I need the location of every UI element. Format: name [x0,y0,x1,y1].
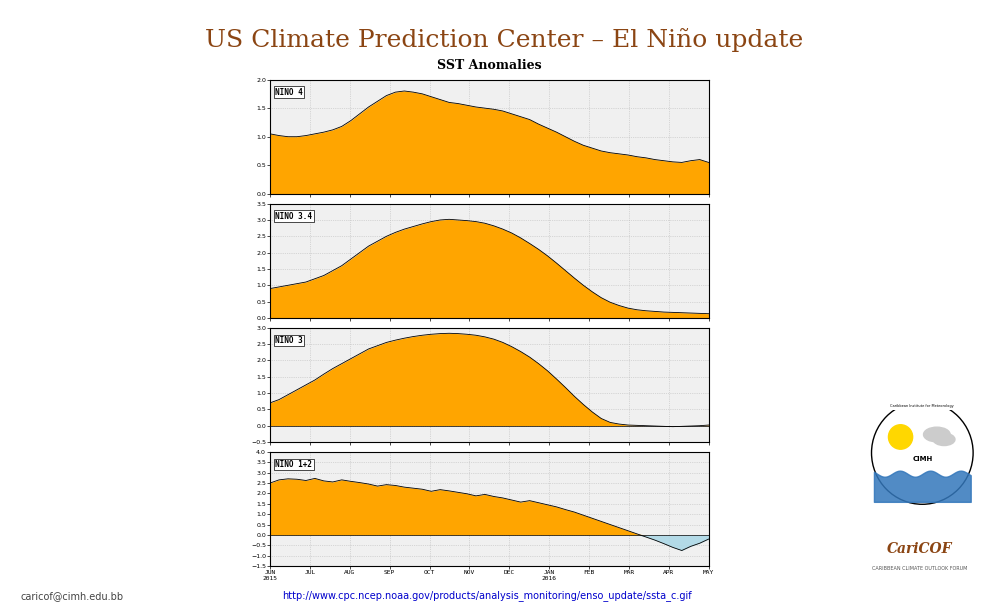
Text: NINO 3: NINO 3 [275,336,303,345]
Ellipse shape [923,427,951,442]
Circle shape [888,425,912,449]
Text: NINO 1+2: NINO 1+2 [275,460,312,469]
Text: caricof@cimh.edu.bb: caricof@cimh.edu.bb [20,591,123,601]
Text: NINO 4: NINO 4 [275,88,303,97]
Ellipse shape [933,433,955,446]
Text: NINO 3.4: NINO 3.4 [275,212,312,221]
Text: SST Anomalies: SST Anomalies [437,59,541,72]
Text: CIMH: CIMH [912,456,932,462]
Text: CariCOF: CariCOF [887,542,952,556]
Text: http://www.cpc.ncep.noaa.gov/products/analysis_monitoring/enso_update/ssta_c.gif: http://www.cpc.ncep.noaa.gov/products/an… [282,590,691,601]
Text: CARIBBEAN CLIMATE OUTLOOK FORUM: CARIBBEAN CLIMATE OUTLOOK FORUM [872,566,967,571]
Text: US Climate Prediction Center – El Niño update: US Climate Prediction Center – El Niño u… [205,28,803,51]
Text: Caribbean Institute for Meteorology: Caribbean Institute for Meteorology [890,403,955,408]
